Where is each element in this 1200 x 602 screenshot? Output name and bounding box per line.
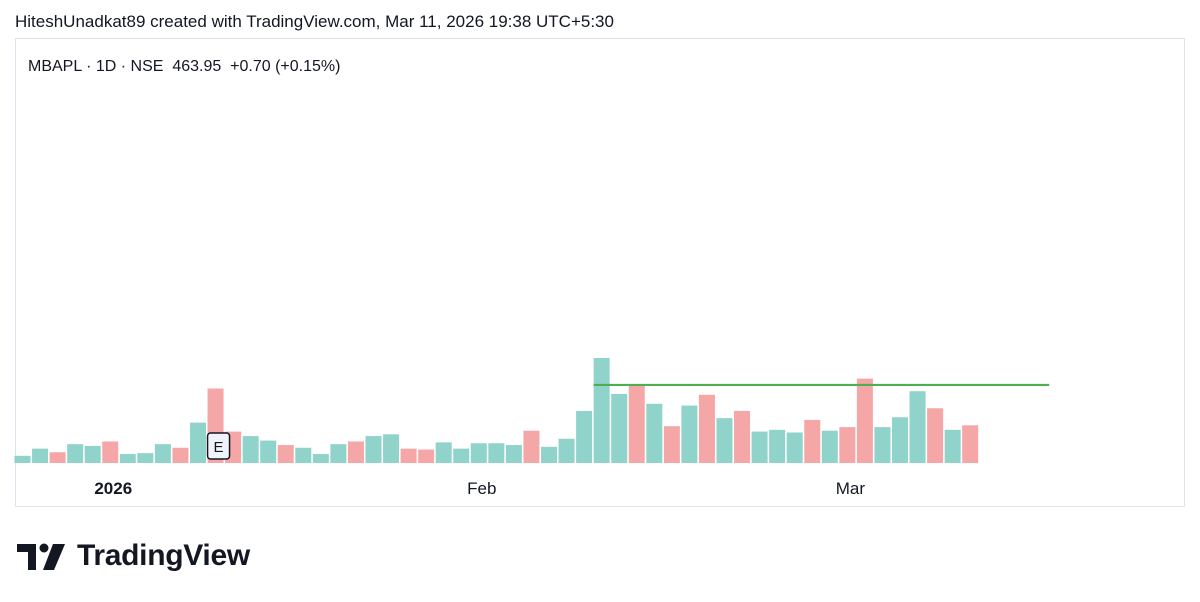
- volume-bar: [347, 441, 364, 463]
- volume-bar: [892, 417, 908, 463]
- earnings-marker-label: E: [214, 439, 224, 456]
- legend-change: +0.70 (+0.15%): [230, 58, 341, 75]
- volume-bar: [681, 405, 698, 463]
- x-axis-tick-label: Feb: [467, 479, 496, 498]
- volume-bar: [927, 408, 944, 463]
- volume-bar: [751, 431, 768, 463]
- x-axis-tick-label: 2026: [94, 479, 132, 498]
- volume-bar: [260, 440, 277, 463]
- volume-bar: [365, 436, 382, 463]
- volume-bar: [628, 385, 645, 463]
- volume-bar: [435, 442, 452, 463]
- volume-bar: [154, 444, 171, 463]
- volume-bar: [944, 429, 961, 463]
- volume-bar: [383, 434, 400, 463]
- volume-bar: [839, 427, 856, 463]
- volume-bar: [541, 446, 557, 463]
- brand-footer: TradingView: [17, 538, 250, 574]
- volume-bar: [67, 444, 84, 463]
- volume-bar: [962, 425, 979, 463]
- volume-bar: [330, 444, 347, 463]
- volume-bar: [646, 403, 663, 463]
- volume-bar: [576, 410, 593, 463]
- symbol-legend: MBAPL · 1D · NSE 463.95 +0.70 (+0.15%): [28, 58, 340, 76]
- volume-bar: [856, 378, 873, 463]
- earnings-marker-badge: [206, 432, 231, 460]
- x-axis-tick-label: Mar: [836, 479, 866, 498]
- volume-bar: [874, 427, 891, 463]
- volume-bar: [418, 449, 435, 463]
- volume-bar: [312, 454, 329, 463]
- volume-bar: [698, 394, 715, 463]
- volume-bar: [804, 419, 821, 463]
- volume-bars: [14, 358, 979, 463]
- volume-bar: [400, 448, 417, 463]
- x-axis: 2026 Feb Mar: [94, 479, 865, 498]
- volume-bar: [453, 448, 470, 463]
- volume-bar: [734, 410, 751, 463]
- volume-bar: [277, 445, 294, 463]
- legend-symbol: MBAPL · 1D · NSE: [28, 58, 164, 75]
- volume-bar: [909, 391, 926, 463]
- volume-bar: [14, 455, 31, 463]
- volume-bar: [242, 436, 259, 463]
- tradingview-logo-icon: [17, 543, 65, 570]
- volume-bar: [102, 441, 119, 463]
- volume-bar: [505, 445, 522, 463]
- volume-bar: [786, 432, 803, 463]
- volume-bar: [716, 418, 733, 463]
- volume-bar: [769, 429, 786, 463]
- volume-bar: [84, 445, 101, 463]
- volume-bar: [611, 393, 628, 463]
- volume-bar: [470, 443, 487, 463]
- legend-price: 463.95: [172, 58, 222, 75]
- volume-bar: [821, 430, 838, 463]
- brand-name: TradingView: [77, 539, 250, 572]
- volume-bar: [523, 430, 540, 463]
- volume-bar: [558, 438, 575, 463]
- volume-bar: [663, 426, 680, 463]
- volume-bar: [190, 422, 206, 463]
- earnings-marker-group: E: [206, 432, 231, 460]
- volume-bar: [137, 453, 154, 463]
- attribution-text: HiteshUnadkat89 created with TradingView…: [15, 12, 614, 31]
- volume-bar: [295, 447, 312, 463]
- volume-bar: [119, 454, 136, 463]
- volume-bar: [32, 448, 49, 463]
- volume-bar: [488, 443, 505, 463]
- volume-bar: [172, 447, 189, 463]
- volume-bar: [593, 358, 610, 463]
- chart-frame[interactable]: [15, 38, 1185, 507]
- volume-bar: [49, 452, 66, 463]
